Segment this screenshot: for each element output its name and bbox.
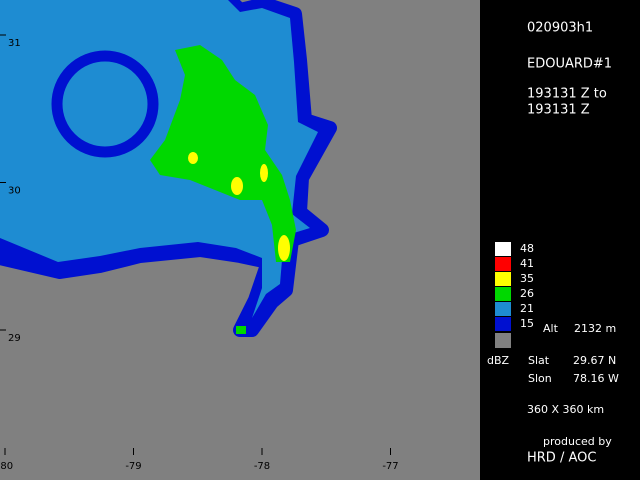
domain-size: 360 X 360 km [527, 403, 604, 416]
legend-swatch [495, 272, 511, 286]
legend-unit: dBZ [487, 354, 510, 367]
map-axes: -80 -79 -78 -77 31 30 29 [0, 34, 399, 472]
legend: 48 41 35 26 21 15 [495, 242, 534, 348]
echo-35 [260, 164, 268, 182]
radar-map [0, 0, 480, 480]
x-tick-label: -78 [254, 461, 270, 472]
legend-label: 48 [520, 242, 534, 255]
legend-label: 26 [520, 287, 534, 300]
echo-35 [278, 235, 290, 261]
legend-swatch [495, 302, 511, 316]
file-id: 020903h1 [527, 21, 593, 36]
slon-value: 78.16 W [573, 372, 619, 385]
alt-value: 2132 m [574, 322, 616, 335]
time-end: 193131 Z [527, 103, 590, 118]
legend-swatch [495, 257, 511, 271]
slat-label: Slat [528, 354, 550, 367]
legend-swatch-nodata [495, 333, 511, 348]
legend-label: 21 [520, 302, 534, 315]
legend-swatch [495, 287, 511, 301]
y-tick-label: 30 [8, 186, 21, 197]
echo-26 [236, 326, 246, 334]
x-tick-label: -77 [382, 461, 398, 472]
legend-label: 41 [520, 257, 534, 270]
slon-label: Slon [528, 372, 552, 385]
x-tick-label: -79 [125, 461, 141, 472]
credit-org: HRD / AOC [527, 451, 596, 466]
echo-26 [150, 45, 296, 262]
echo-35 [188, 152, 198, 164]
ring-echo [51, 50, 159, 158]
y-tick-label: 29 [8, 333, 21, 344]
legend-label: 35 [520, 272, 534, 285]
y-tick-label: 31 [8, 38, 21, 49]
alt-label: Alt [543, 322, 559, 335]
legend-label: 15 [520, 317, 534, 330]
legend-swatch [495, 242, 511, 256]
storm-name: EDOUARD#1 [527, 57, 612, 72]
credit: produced by [543, 435, 612, 448]
time-start: 193131 Z to [527, 87, 607, 102]
echo-35 [231, 177, 243, 195]
x-tick-label: -80 [0, 461, 13, 472]
slat-value: 29.67 N [573, 354, 616, 367]
legend-swatch [495, 317, 511, 331]
